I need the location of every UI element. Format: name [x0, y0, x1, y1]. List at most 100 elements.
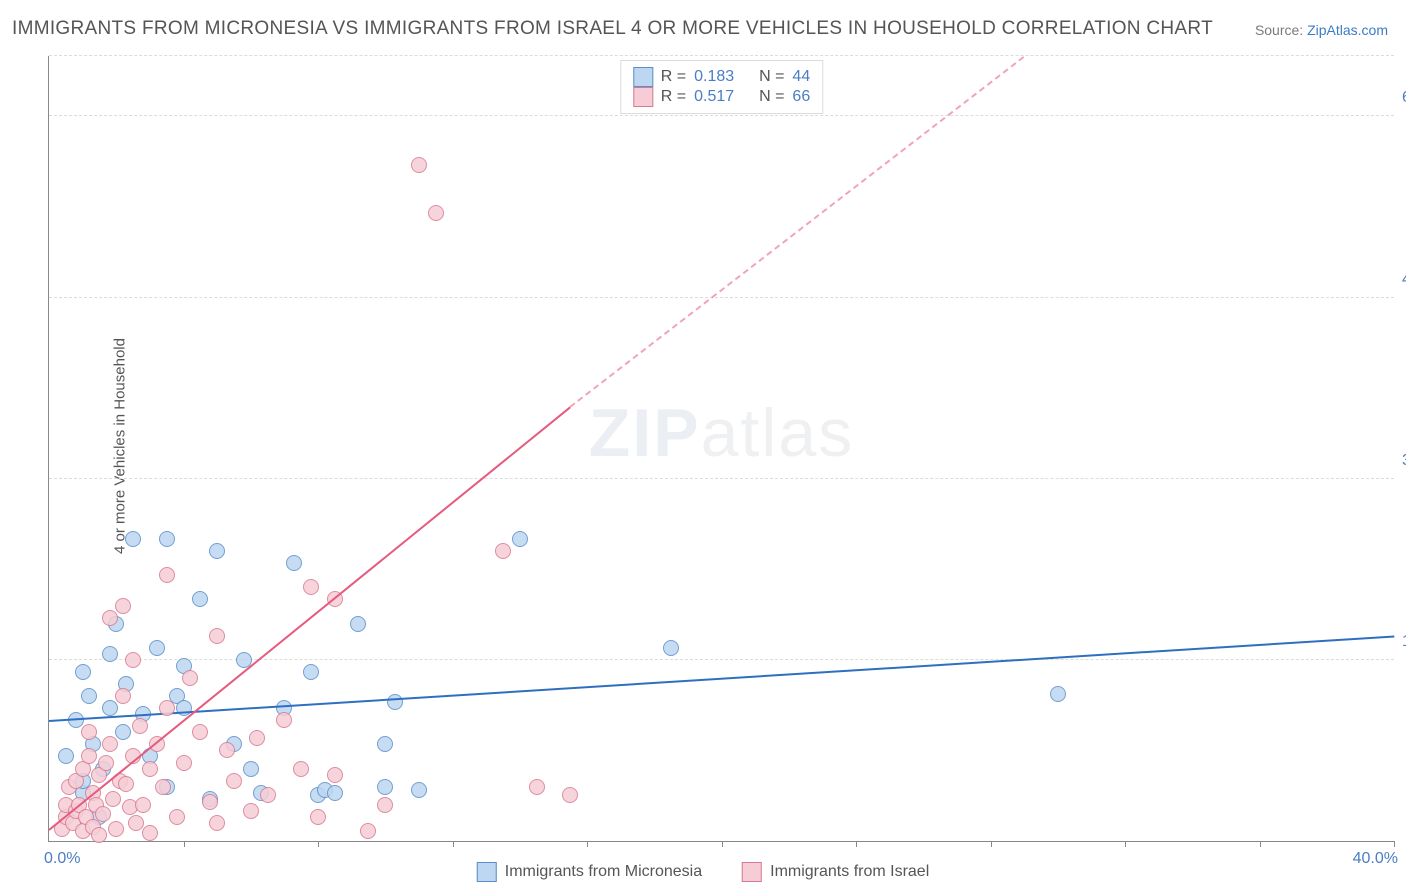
- gridline: [49, 115, 1394, 116]
- data-point-micronesia: [663, 640, 679, 656]
- watermark-thin: atlas: [701, 395, 855, 471]
- x-tick: [184, 841, 185, 847]
- data-point-israel: [102, 736, 118, 752]
- data-point-micronesia: [377, 736, 393, 752]
- stats-row-israel: R = 0.517 N = 66: [633, 87, 810, 107]
- data-point-israel: [155, 779, 171, 795]
- n-label: N =: [759, 68, 784, 86]
- data-point-israel: [293, 761, 309, 777]
- y-tick-label: 60.0%: [1396, 89, 1406, 107]
- data-point-micronesia: [243, 761, 259, 777]
- data-point-israel: [81, 724, 97, 740]
- data-point-micronesia: [209, 543, 225, 559]
- r-value-micronesia: 0.183: [694, 68, 734, 86]
- swatch-israel: [742, 862, 762, 882]
- data-point-micronesia: [377, 779, 393, 795]
- data-point-israel: [226, 773, 242, 789]
- legend-label-micronesia: Immigrants from Micronesia: [505, 863, 702, 881]
- x-tick: [856, 841, 857, 847]
- data-point-israel: [102, 610, 118, 626]
- data-point-israel: [192, 724, 208, 740]
- data-point-israel: [303, 579, 319, 595]
- source-link[interactable]: ZipAtlas.com: [1307, 22, 1388, 38]
- data-point-israel: [529, 779, 545, 795]
- y-tick-label: 15.0%: [1396, 633, 1406, 651]
- source-prefix: Source:: [1255, 22, 1307, 38]
- data-point-israel: [132, 718, 148, 734]
- data-point-israel: [115, 598, 131, 614]
- data-point-israel: [142, 825, 158, 841]
- data-point-micronesia: [512, 531, 528, 547]
- data-point-israel: [202, 794, 218, 810]
- data-point-israel: [142, 761, 158, 777]
- data-point-micronesia: [327, 785, 343, 801]
- data-point-israel: [105, 791, 121, 807]
- gridline: [49, 297, 1394, 298]
- data-point-israel: [327, 767, 343, 783]
- x-tick: [453, 841, 454, 847]
- data-point-israel: [135, 797, 151, 813]
- watermark-bold: ZIP: [589, 395, 701, 471]
- data-point-israel: [125, 652, 141, 668]
- data-point-israel: [115, 688, 131, 704]
- data-point-micronesia: [1050, 686, 1066, 702]
- data-point-israel: [411, 157, 427, 173]
- data-point-israel: [260, 787, 276, 803]
- y-tick-label: 30.0%: [1396, 452, 1406, 470]
- x-tick: [318, 841, 319, 847]
- y-tick-label: 45.0%: [1396, 271, 1406, 289]
- data-point-micronesia: [411, 782, 427, 798]
- data-point-micronesia: [102, 700, 118, 716]
- x-tick: [1260, 841, 1261, 847]
- data-point-israel: [91, 827, 107, 843]
- data-point-israel: [495, 543, 511, 559]
- data-point-israel: [243, 803, 259, 819]
- source-attribution: Source: ZipAtlas.com: [1255, 22, 1388, 38]
- data-point-micronesia: [58, 748, 74, 764]
- x-tick: [1394, 841, 1395, 847]
- correlation-chart: IMMIGRANTS FROM MICRONESIA VS IMMIGRANTS…: [0, 0, 1406, 892]
- r-value-israel: 0.517: [694, 88, 734, 106]
- n-value-israel: 66: [792, 88, 810, 106]
- chart-title: IMMIGRANTS FROM MICRONESIA VS IMMIGRANTS…: [12, 18, 1213, 40]
- data-point-micronesia: [125, 531, 141, 547]
- data-point-israel: [310, 809, 326, 825]
- plot-area: ZIPatlas R = 0.183 N = 44 R = 0.517 N =: [48, 56, 1394, 842]
- data-point-israel: [182, 670, 198, 686]
- swatch-micronesia: [477, 862, 497, 882]
- data-point-israel: [81, 748, 97, 764]
- trend-line: [48, 406, 570, 830]
- data-point-israel: [209, 815, 225, 831]
- n-label: N =: [759, 88, 784, 106]
- r-label: R =: [661, 68, 686, 86]
- data-point-israel: [219, 742, 235, 758]
- data-point-micronesia: [159, 531, 175, 547]
- legend-label-israel: Immigrants from Israel: [770, 863, 929, 881]
- data-point-israel: [249, 730, 265, 746]
- swatch-micronesia: [633, 67, 653, 87]
- trend-line: [49, 636, 1394, 723]
- data-point-micronesia: [115, 724, 131, 740]
- data-point-micronesia: [387, 694, 403, 710]
- stats-row-micronesia: R = 0.183 N = 44: [633, 67, 810, 87]
- data-point-micronesia: [286, 555, 302, 571]
- x-max-label: 40.0%: [1353, 850, 1398, 868]
- swatch-israel: [633, 87, 653, 107]
- x-origin-label: 0.0%: [44, 850, 80, 868]
- x-tick: [722, 841, 723, 847]
- x-tick: [1125, 841, 1126, 847]
- stats-legend: R = 0.183 N = 44 R = 0.517 N = 66: [620, 60, 823, 114]
- data-point-micronesia: [149, 640, 165, 656]
- data-point-israel: [169, 809, 185, 825]
- data-point-micronesia: [75, 664, 91, 680]
- data-point-israel: [159, 567, 175, 583]
- series-legend: Immigrants from Micronesia Immigrants fr…: [477, 862, 930, 882]
- n-value-micronesia: 44: [792, 68, 810, 86]
- data-point-israel: [562, 787, 578, 803]
- data-point-israel: [159, 700, 175, 716]
- data-point-micronesia: [350, 616, 366, 632]
- data-point-israel: [428, 205, 444, 221]
- data-point-micronesia: [192, 591, 208, 607]
- data-point-israel: [98, 755, 114, 771]
- data-point-micronesia: [81, 688, 97, 704]
